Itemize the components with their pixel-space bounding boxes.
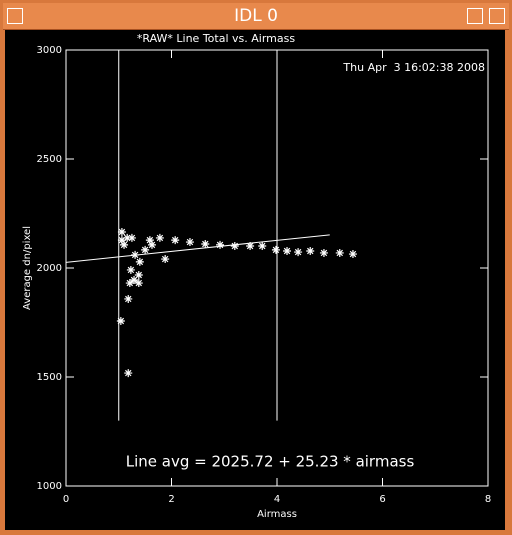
window-title: IDL 0: [234, 6, 278, 26]
x-tick-label: 2: [168, 494, 174, 505]
point: [131, 250, 140, 259]
point: [130, 275, 139, 284]
point: [117, 228, 126, 237]
maximize-button[interactable]: [489, 8, 505, 24]
point: [319, 248, 328, 257]
y-tick-label: 2000: [37, 263, 62, 274]
x-tick-label: 8: [485, 494, 491, 505]
timestamp: Thu Apr 3 16:02:38 2008: [342, 61, 485, 74]
point: [124, 369, 133, 378]
point: [135, 257, 144, 266]
point: [134, 279, 143, 288]
point: [171, 236, 180, 245]
point: [124, 294, 133, 303]
point: [126, 265, 135, 274]
point: [125, 279, 134, 288]
point: [216, 240, 225, 249]
point: [294, 248, 303, 257]
x-tick-label: 4: [274, 494, 280, 505]
point: [348, 250, 357, 259]
point: [283, 246, 292, 255]
point: [120, 240, 129, 249]
minimize-button[interactable]: [467, 8, 483, 24]
title-bar: IDL 0: [3, 3, 509, 30]
x-axis-label: Airmass: [257, 509, 297, 520]
y-tick-label: 3000: [37, 45, 62, 56]
y-tick-label: 1500: [37, 372, 62, 383]
chart-title: *RAW* Line Total vs. Airmass: [137, 32, 295, 45]
point: [246, 241, 255, 250]
point: [271, 245, 280, 254]
y-axis-label: Average dn/pixel: [22, 226, 33, 310]
point: [155, 233, 164, 242]
menu-button[interactable]: [7, 8, 23, 24]
x-tick-label: 0: [63, 494, 69, 505]
point: [117, 236, 126, 245]
point: [306, 246, 315, 255]
y-tick-label: 1000: [37, 481, 62, 492]
point: [201, 240, 210, 249]
point: [147, 240, 156, 249]
fit-line: [65, 234, 330, 263]
point: [185, 238, 194, 247]
point: [116, 316, 125, 325]
point: [145, 236, 154, 245]
point: [123, 233, 132, 242]
chart: *RAW* Line Total vs. Airmass Thu Apr 3 1…: [5, 30, 505, 530]
point: [134, 270, 143, 279]
point: [141, 245, 150, 254]
point: [230, 241, 239, 250]
point: [258, 241, 267, 250]
y-tick-label: 2500: [37, 154, 62, 165]
point: [127, 233, 136, 242]
x-tick-label: 6: [379, 494, 385, 505]
point: [161, 255, 170, 264]
point: [335, 248, 344, 257]
annotation: Line avg = 2025.72 + 25.23 * airmass: [126, 453, 415, 471]
plot-background: [5, 30, 505, 530]
